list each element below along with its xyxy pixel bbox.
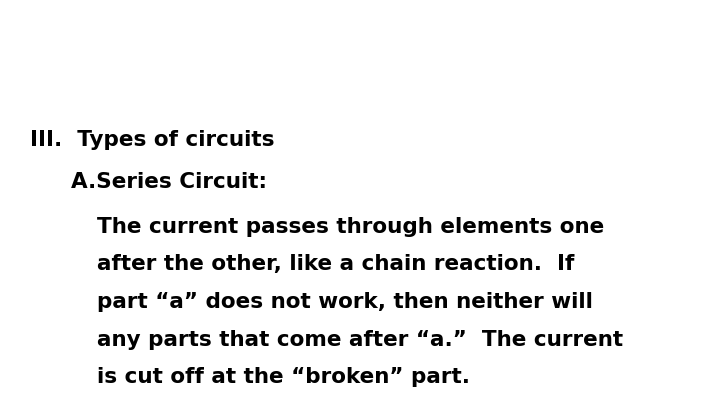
Text: A.Series Circuit:: A.Series Circuit: — [71, 172, 266, 192]
Text: after the other, like a chain reaction.  If: after the other, like a chain reaction. … — [97, 254, 575, 274]
Text: III.  Types of circuits: III. Types of circuits — [30, 130, 275, 149]
Text: is cut off at the “broken” part.: is cut off at the “broken” part. — [97, 367, 470, 387]
Text: any parts that come after “a.”  The current: any parts that come after “a.” The curre… — [97, 330, 624, 350]
Text: The current passes through elements one: The current passes through elements one — [97, 217, 605, 237]
Text: part “a” does not work, then neither will: part “a” does not work, then neither wil… — [97, 292, 593, 312]
